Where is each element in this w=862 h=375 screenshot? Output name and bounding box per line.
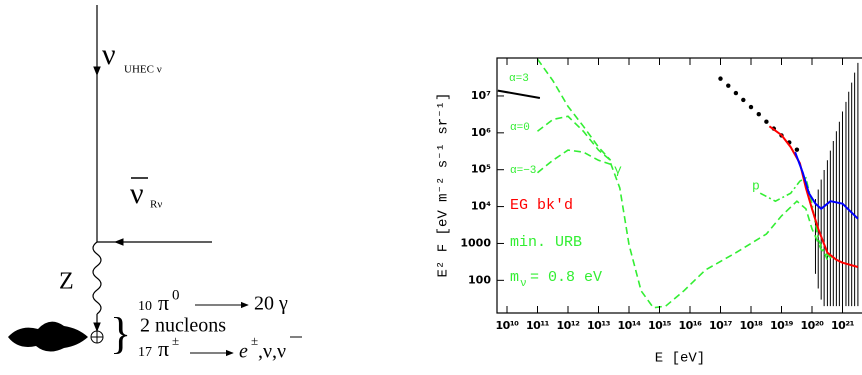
count: 17 bbox=[138, 345, 152, 360]
data-point bbox=[756, 112, 761, 117]
x-tick-label: 10¹⁰ bbox=[496, 319, 520, 332]
sup: 0 bbox=[172, 287, 180, 303]
data-point bbox=[741, 97, 746, 103]
annotation: α=−3 bbox=[510, 165, 536, 177]
gamma: 20 γ bbox=[254, 293, 288, 315]
diagram: ν UHEC ν ν Rν Z } 10 π 0 20 γ 2 nucleons… bbox=[8, 5, 302, 363]
series-line bbox=[537, 115, 612, 161]
x-tick-label: 10¹⁴ bbox=[618, 319, 642, 332]
x-tick-label: 10¹² bbox=[557, 319, 581, 332]
series-line bbox=[794, 151, 859, 220]
x-tick-label: 10¹¹ bbox=[526, 319, 550, 332]
annotation: α=0 bbox=[510, 122, 530, 134]
x-tick-label: 10¹⁶ bbox=[679, 319, 703, 332]
data-point bbox=[794, 147, 800, 152]
plot-frame bbox=[496, 57, 862, 314]
y-tick-label: 1000 bbox=[460, 236, 491, 249]
series-line bbox=[768, 125, 859, 268]
data-point bbox=[718, 76, 723, 81]
y-tick-label: 100 bbox=[468, 273, 491, 286]
pion: π bbox=[158, 336, 169, 361]
data-point bbox=[748, 104, 754, 110]
x-tick-label: 10¹⁸ bbox=[740, 319, 764, 332]
data-point bbox=[726, 83, 731, 88]
lepton: e bbox=[239, 341, 248, 363]
sup: ± bbox=[251, 333, 258, 348]
y-axis-label: E² F [eV m⁻² s⁻¹ sr⁻¹] bbox=[436, 93, 452, 278]
annotation: min. URB bbox=[510, 234, 582, 251]
nucleons: 2 nucleons bbox=[140, 315, 226, 337]
z-propagator bbox=[92, 241, 102, 315]
series-line bbox=[536, 149, 611, 174]
y-tick-label: 10⁴ bbox=[471, 200, 491, 213]
sup: ± bbox=[172, 333, 179, 348]
x-tick-label: 10¹³ bbox=[587, 319, 611, 332]
y-tick-label: 10⁶ bbox=[471, 126, 491, 139]
nu-uhec-sub: UHEC ν bbox=[124, 64, 162, 76]
x-axis-label: E [eV] bbox=[655, 351, 705, 367]
series-line bbox=[759, 176, 829, 261]
plot-area bbox=[497, 58, 859, 309]
nu-relic: ν bbox=[130, 177, 144, 210]
annotation: p bbox=[752, 178, 760, 193]
data-point bbox=[733, 90, 739, 96]
nu-relic-sub: Rν bbox=[150, 199, 162, 211]
y-tick-label: 10⁵ bbox=[471, 163, 491, 176]
series-line bbox=[609, 162, 834, 309]
data-point bbox=[764, 119, 769, 124]
annotation: EG bk'd bbox=[510, 197, 573, 214]
mass-label-sub: ν bbox=[520, 278, 527, 290]
mass-label: m bbox=[510, 269, 519, 286]
nu-uhec: ν bbox=[102, 38, 116, 71]
x-tick-label: 10¹⁵ bbox=[648, 319, 672, 332]
y-tick-label: 10⁷ bbox=[471, 89, 491, 102]
annotation: γ bbox=[614, 162, 622, 177]
x-tick-label: 10¹⁷ bbox=[709, 319, 733, 332]
lepton-rest: ,ν,ν bbox=[258, 341, 286, 363]
count: 10 bbox=[138, 299, 152, 314]
x-tick-label: 10²⁰ bbox=[801, 319, 825, 332]
x-tick-label: 10¹⁹ bbox=[770, 319, 794, 332]
mass-label-text: = 0.8 eV bbox=[530, 269, 602, 286]
x-tick-label: 10²¹ bbox=[831, 319, 855, 332]
annotation: α=3 bbox=[509, 73, 529, 85]
series-line bbox=[497, 89, 541, 99]
galaxy bbox=[8, 321, 88, 352]
z-label: Z bbox=[59, 269, 74, 295]
pion: π bbox=[158, 290, 169, 315]
series-line bbox=[536, 58, 612, 161]
brace: } bbox=[110, 309, 131, 358]
